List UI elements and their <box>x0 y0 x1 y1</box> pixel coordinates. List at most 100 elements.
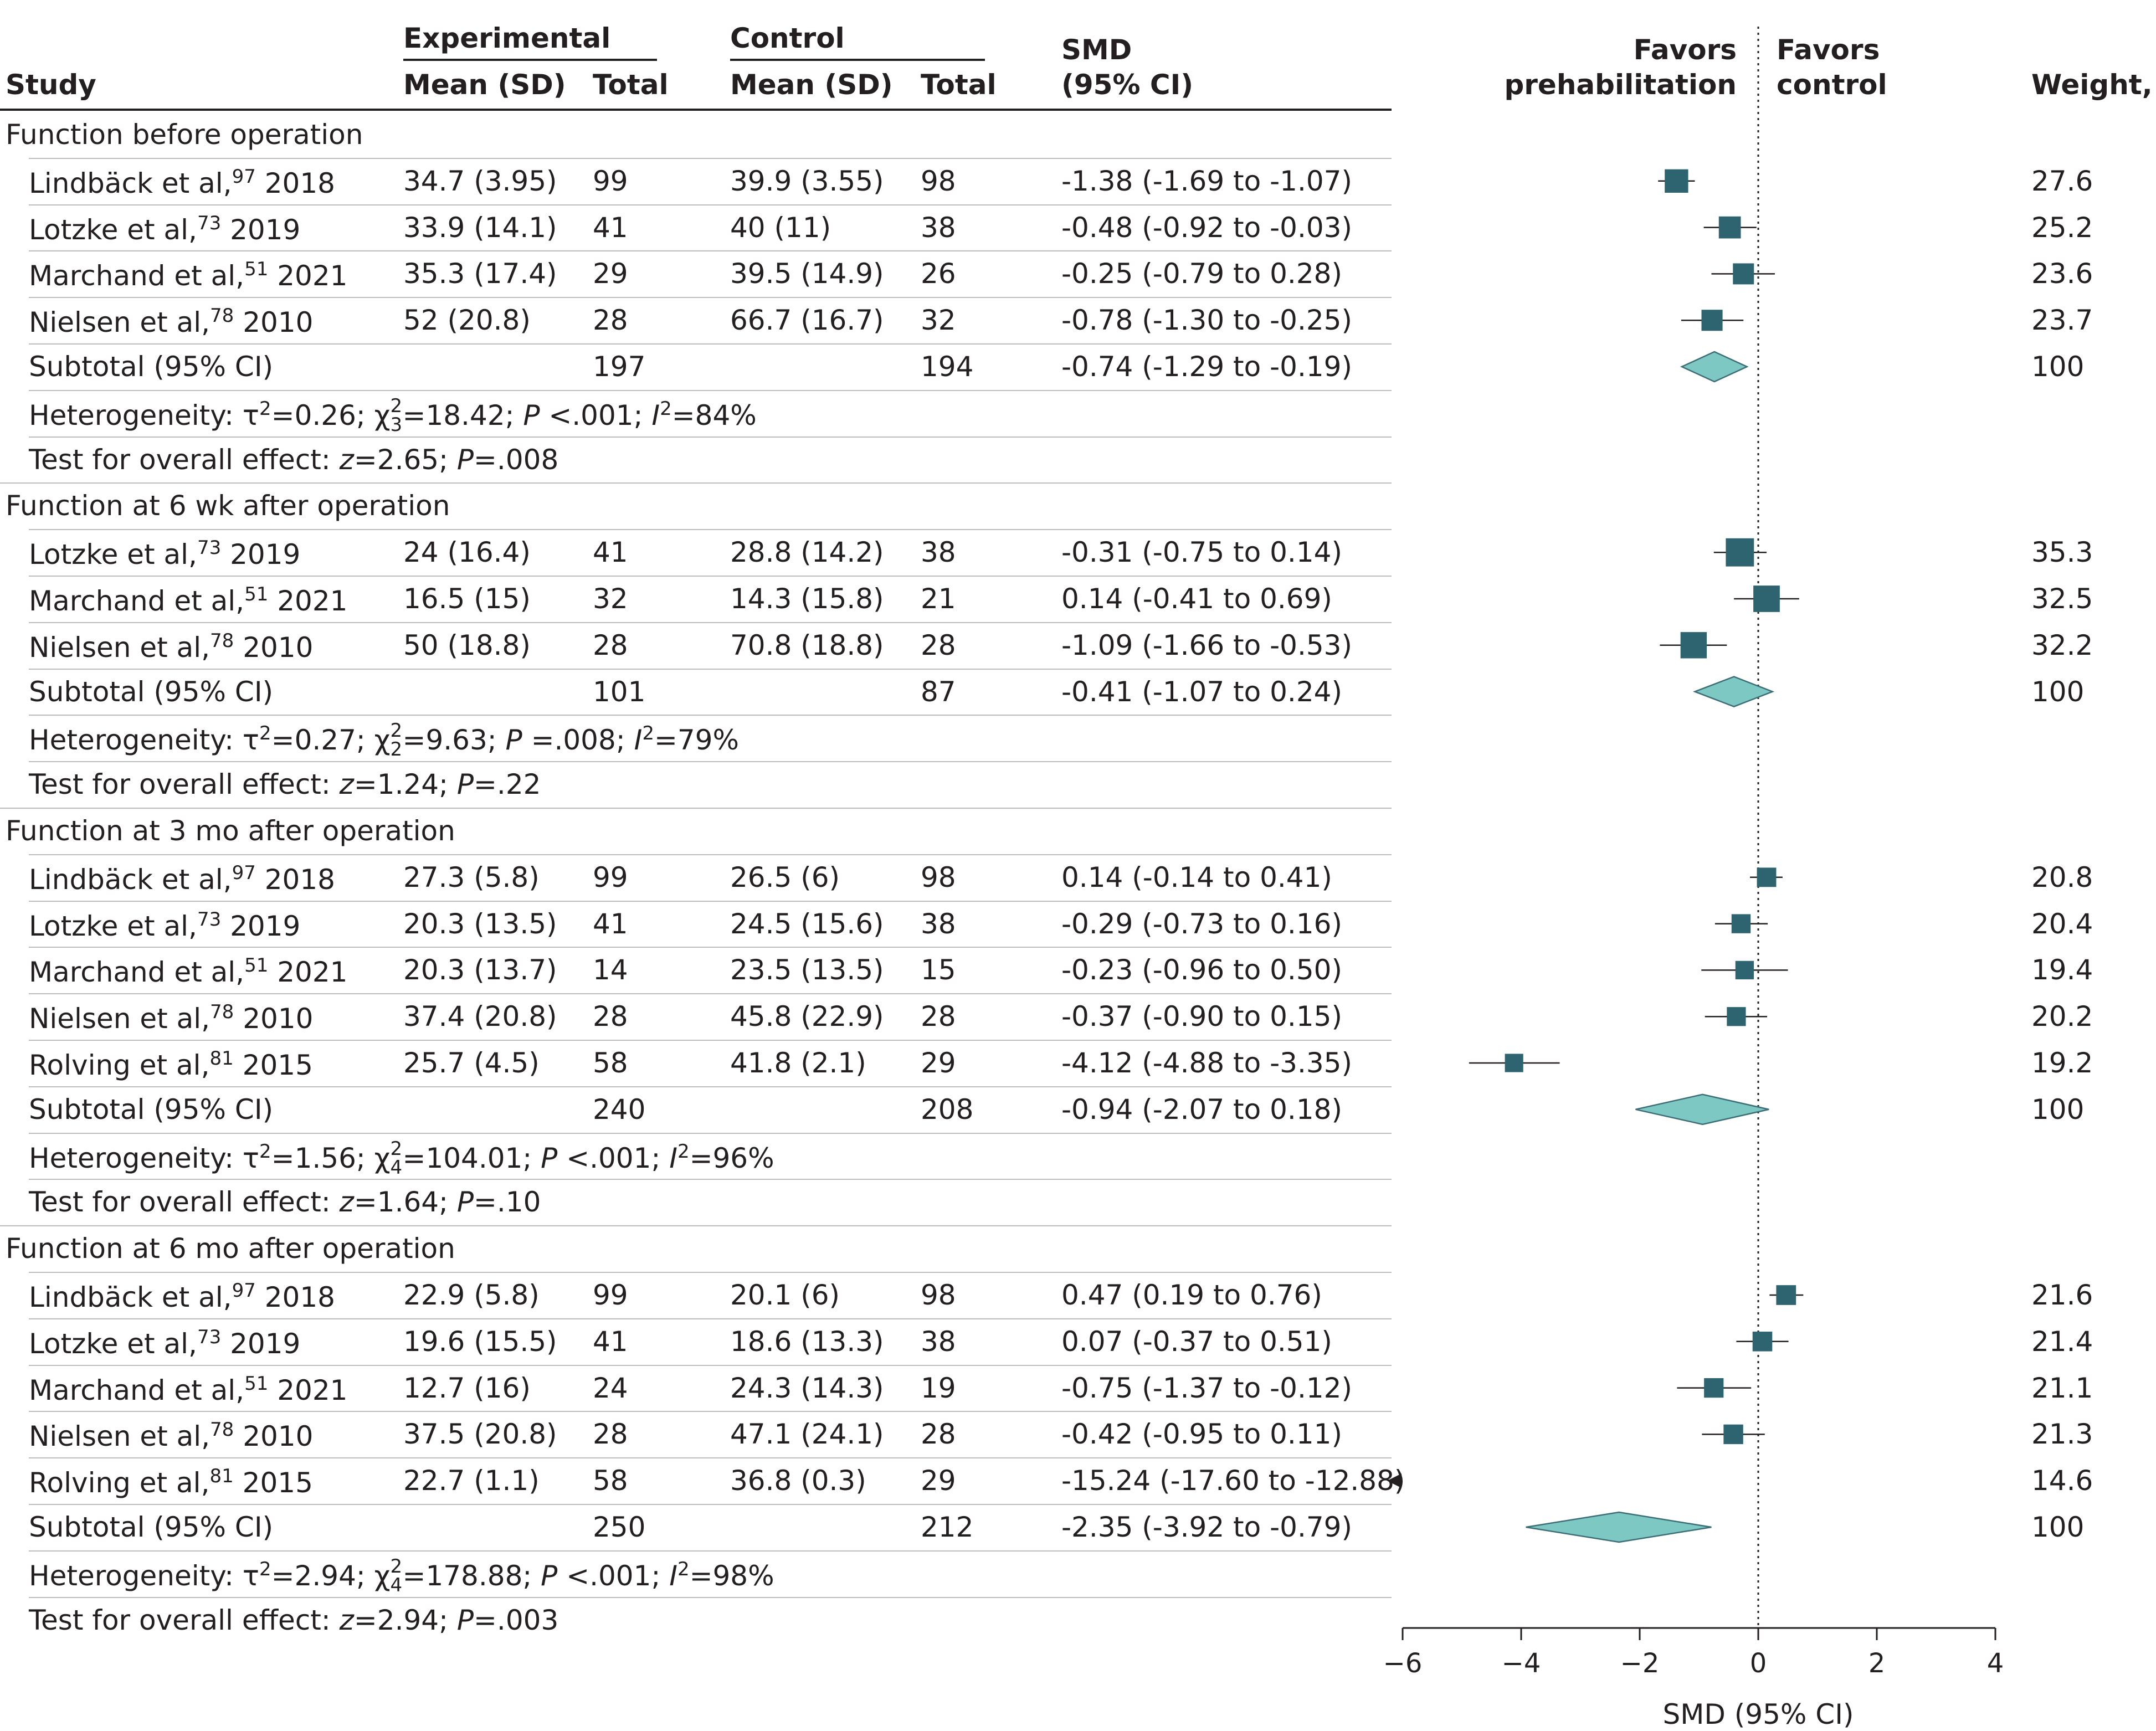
effect-square <box>1665 169 1688 193</box>
ctl-mean-sd: 20.1 (6) <box>730 1279 840 1311</box>
equals: = <box>402 399 426 432</box>
row-divider <box>29 529 1392 531</box>
heterogeneity-label: Heterogeneity: <box>29 399 243 432</box>
subtotal-weight: 100 <box>2031 675 2085 708</box>
heterogeneity-text: Heterogeneity: τ2=2.94; χ 2 4 =178.88; P <.… <box>29 1557 774 1595</box>
study-reference: 81 <box>209 1047 234 1070</box>
chi-superscript: 2 <box>390 720 403 742</box>
i2-label: ; I2= <box>651 1140 713 1174</box>
tau2-value: 2.94 <box>294 1559 356 1592</box>
row-divider <box>29 157 1392 159</box>
ctl-total: 38 <box>921 536 956 569</box>
exp-total: 41 <box>593 211 628 244</box>
row-divider <box>29 715 1392 716</box>
subtotal-weight: 100 <box>2031 351 2085 383</box>
overall-effect-text: Test for overall effect: z=2.65; P=.008 <box>29 446 558 474</box>
study-author: Nielsen et al, <box>29 1420 211 1453</box>
study-year: 2018 <box>255 863 335 896</box>
p-value: <.001 <box>566 1559 651 1592</box>
row-divider <box>29 993 1392 995</box>
weight-value: 25.2 <box>2031 211 2093 244</box>
z-value: 2.65 <box>377 443 439 476</box>
smd-ci-text: -0.31 (-0.75 to 0.14) <box>1061 536 1342 569</box>
exp-mean-sd: 50 (18.8) <box>403 629 531 661</box>
subtotal-exp-total: 197 <box>593 351 646 383</box>
subtotal-label: Subtotal (95% CI) <box>29 1511 274 1543</box>
i2-label: ; I2= <box>651 1558 713 1592</box>
effect-square <box>1733 263 1754 285</box>
study-year: 2010 <box>234 1003 314 1035</box>
study-name: Rolving et al,81 2015 <box>29 1467 313 1497</box>
p-label: ; P <box>505 399 540 432</box>
subtotal-ctl-total: 194 <box>921 351 974 383</box>
study-name: Lindbäck et al,97 2018 <box>29 864 335 893</box>
weight-value: 21.1 <box>2031 1372 2093 1404</box>
ctl-mean-sd: 39.9 (3.55) <box>730 165 884 197</box>
subtotal-diamond <box>1693 676 1775 707</box>
effect-square <box>1701 310 1723 331</box>
study-name: Nielsen et al,78 2010 <box>29 306 313 336</box>
chi-df: 4 <box>390 1574 403 1596</box>
header-bottom-rule <box>0 109 1392 111</box>
overall-label: Test for overall effect: <box>29 1186 340 1219</box>
subtotal-ctl-total: 208 <box>921 1093 974 1126</box>
ctl-mean-sd: 24.3 (14.3) <box>730 1372 884 1404</box>
weight-value: 32.5 <box>2031 583 2093 615</box>
z-label: z= <box>339 768 377 801</box>
study-reference: 78 <box>210 629 234 652</box>
study-reference: 51 <box>244 954 269 977</box>
p-value: <.001 <box>548 399 634 432</box>
study-name: Nielsen et al,78 2010 <box>29 1003 313 1033</box>
study-year: 2015 <box>233 1467 313 1499</box>
heterogeneity-label: Heterogeneity: <box>29 1559 243 1592</box>
overall-p-label: ; P= <box>439 443 497 476</box>
smd-ci-text: -0.78 (-1.30 to -0.25) <box>1061 304 1352 337</box>
exp-mean-sd: 37.4 (20.8) <box>403 1000 557 1033</box>
study-name: Marchand et al,51 2021 <box>29 1374 347 1404</box>
exp-mean-sd: 24 (16.4) <box>403 536 531 569</box>
ctl-mean-sd: 40 (11) <box>730 211 831 244</box>
header-study: Study <box>6 69 96 101</box>
group-title: Function at 6 mo after operation <box>6 1232 455 1265</box>
effect-square <box>1752 1332 1773 1352</box>
ctl-total: 38 <box>921 211 956 244</box>
row-divider <box>29 947 1392 948</box>
exp-total: 99 <box>593 861 628 893</box>
overall-p-label: ; P= <box>439 768 497 801</box>
weight-value: 35.3 <box>2031 536 2093 569</box>
row-divider <box>29 204 1392 206</box>
study-year: 2021 <box>268 260 348 292</box>
study-year: 2019 <box>221 1327 301 1360</box>
study-name: Lotzke et al,73 2019 <box>29 910 300 940</box>
study-author: Lindbäck et al, <box>29 167 232 199</box>
row-divider <box>29 900 1392 902</box>
header-favors-right-1: Favors <box>1777 34 1880 66</box>
weight-value: 21.4 <box>2031 1325 2093 1358</box>
study-reference: 51 <box>244 583 269 605</box>
ctl-total: 29 <box>921 1047 956 1079</box>
exp-mean-sd: 35.3 (17.4) <box>403 258 557 290</box>
study-author: Lindbäck et al, <box>29 1281 232 1313</box>
study-name: Lotzke et al,73 2019 <box>29 538 300 568</box>
chi-symbol: ; χ <box>356 399 391 432</box>
study-year: 2010 <box>234 1420 314 1453</box>
row-divider <box>29 1364 1392 1366</box>
i2-value: 96% <box>712 1142 774 1174</box>
exp-total: 99 <box>593 1279 628 1311</box>
ctl-mean-sd: 26.5 (6) <box>730 861 840 893</box>
study-name: Rolving et al,81 2015 <box>29 1049 313 1079</box>
z-label: z= <box>339 1186 377 1219</box>
study-year: 2019 <box>221 213 301 246</box>
chi2-value: 178.88 <box>425 1559 523 1592</box>
study-year: 2015 <box>233 1049 313 1081</box>
study-author: Marchand et al, <box>29 585 245 617</box>
study-author: Lindbäck et al, <box>29 863 232 896</box>
subtotal-weight: 100 <box>2031 1093 2085 1126</box>
subtotal-smd-text: -0.94 (-2.07 to 0.18) <box>1061 1093 1342 1126</box>
exp-mean-sd: 22.7 (1.1) <box>403 1465 540 1497</box>
subtotal-label: Subtotal (95% CI) <box>29 1093 274 1126</box>
exp-mean-sd: 37.5 (20.8) <box>403 1418 557 1451</box>
row-divider <box>29 1040 1392 1041</box>
row-divider <box>29 1272 1392 1273</box>
